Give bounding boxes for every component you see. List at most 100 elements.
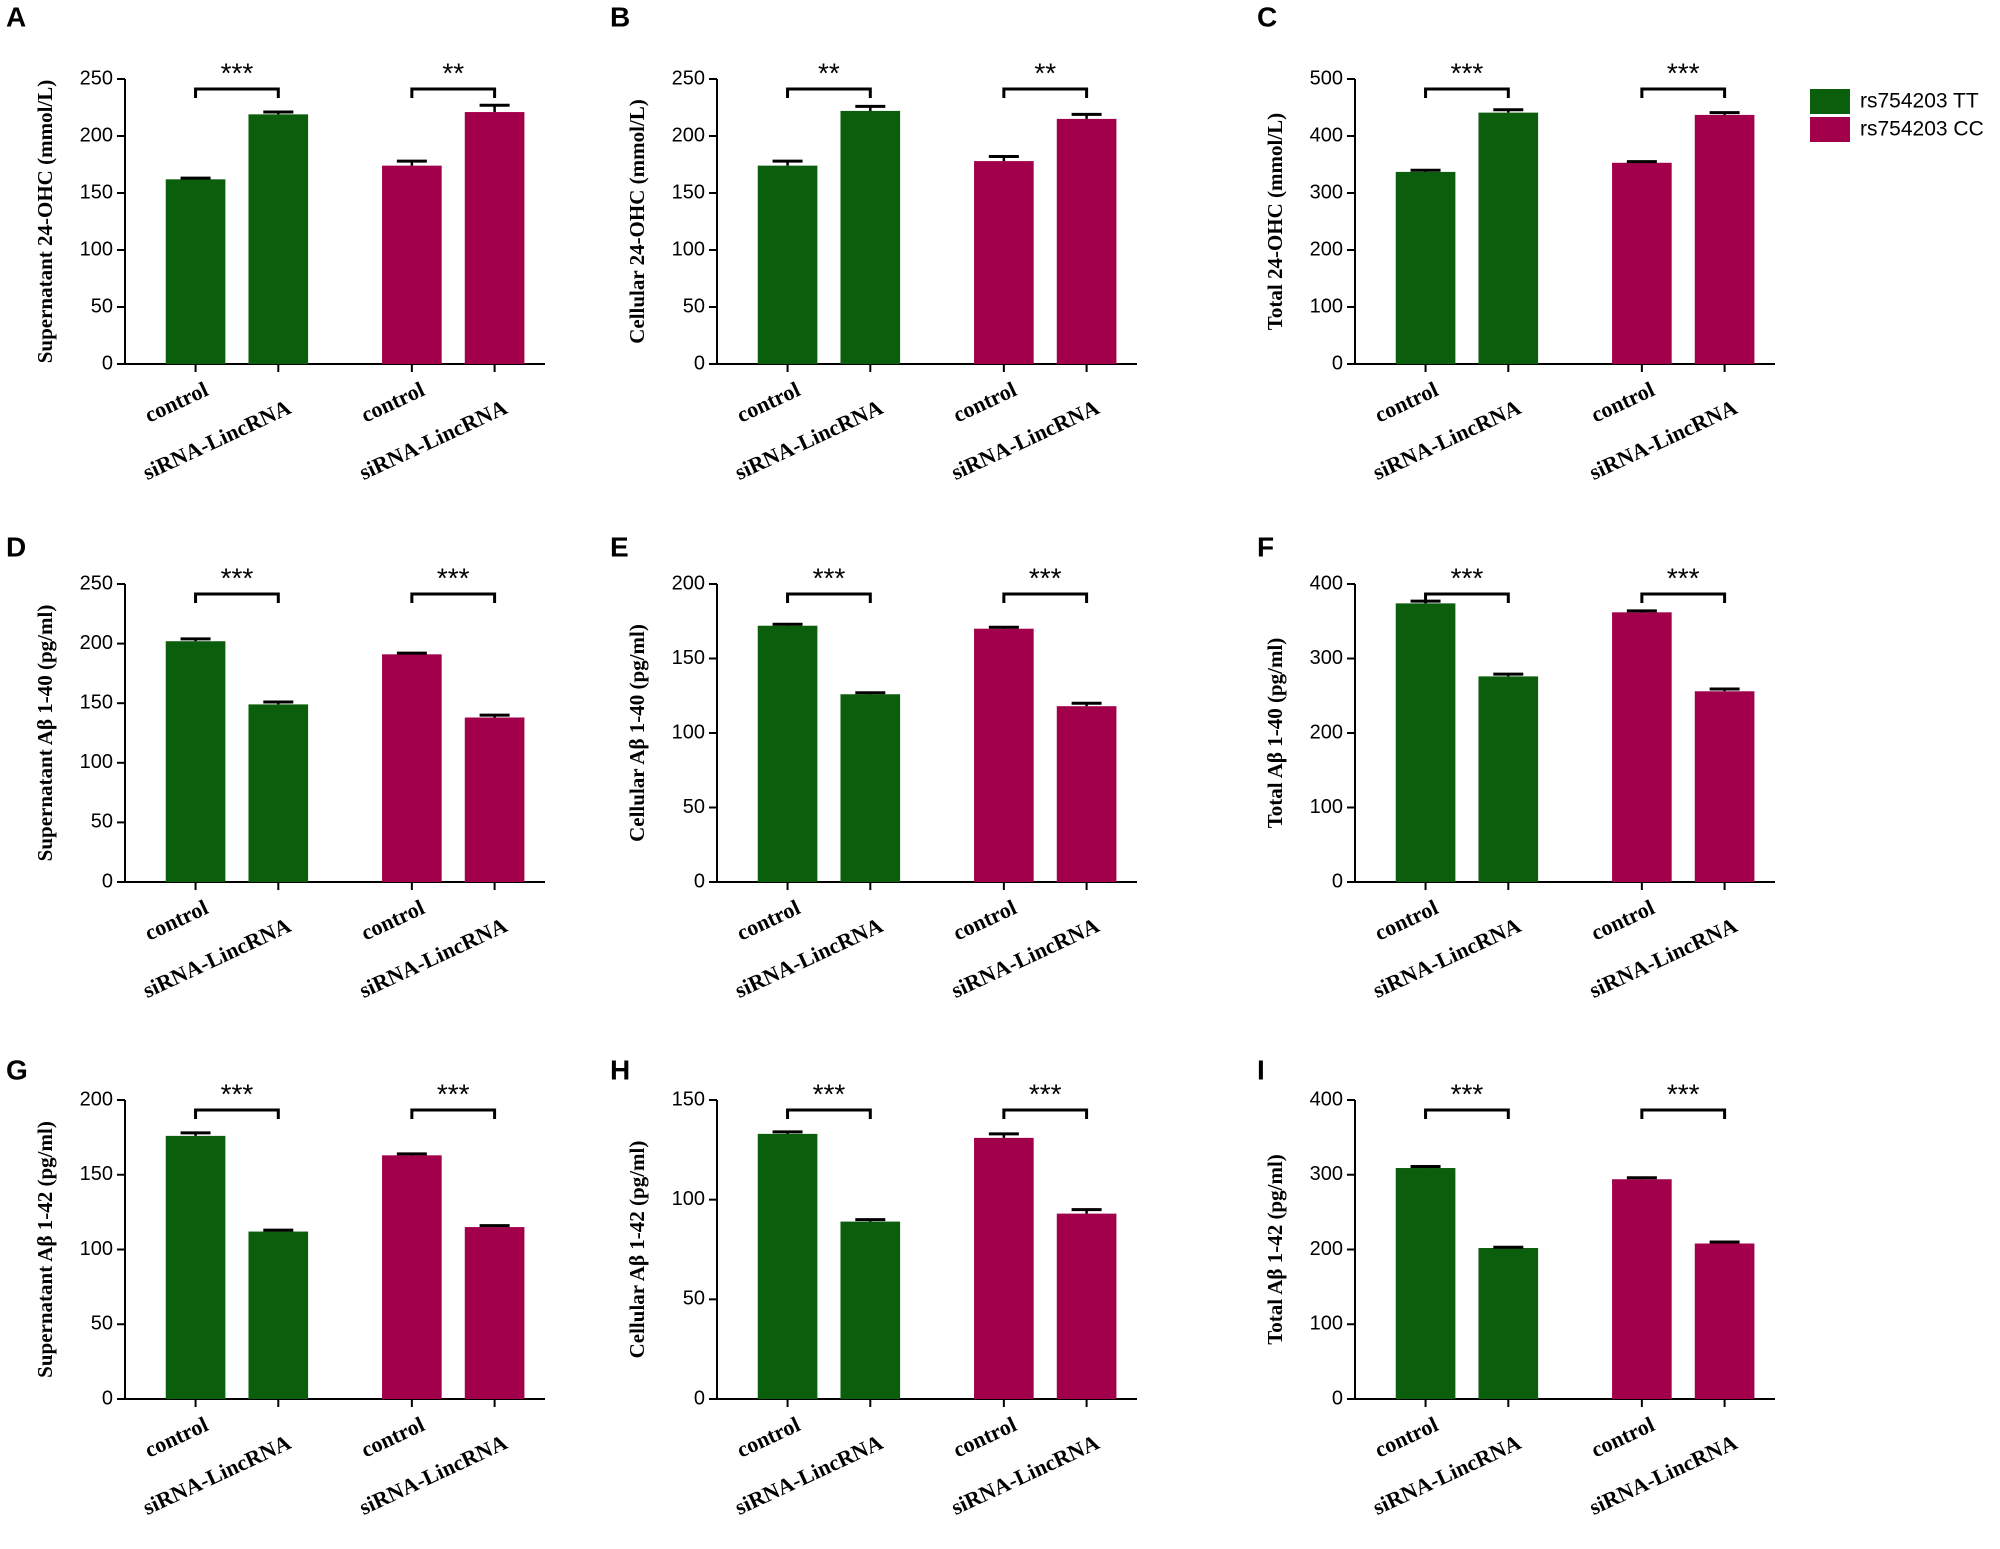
bar [1395, 1168, 1456, 1399]
panel-label: C [1257, 1, 1277, 32]
significance-label: *** [221, 1078, 254, 1109]
significance-label: ** [818, 57, 840, 88]
bar [248, 1231, 309, 1399]
significance-bracket [410, 1108, 497, 1119]
y-tick-label: 0 [102, 352, 113, 374]
bar [1056, 118, 1117, 365]
y-tick-label: 50 [91, 811, 113, 833]
y-tick-label: 0 [102, 870, 113, 892]
x-tick-label: control [733, 376, 804, 427]
y-tick-label: 200 [1310, 238, 1343, 260]
y-tick-label: 0 [1332, 870, 1343, 892]
x-tick-label: control [1587, 1411, 1658, 1462]
y-tick-label: 50 [683, 796, 705, 818]
y-tick-label: 200 [80, 124, 113, 146]
y-tick-label: 250 [672, 67, 705, 89]
x-tick-label: control [1371, 894, 1442, 945]
significance-label: ** [442, 57, 464, 88]
bar [974, 1137, 1034, 1399]
y-tick-label: 100 [1310, 295, 1343, 317]
y-axis-label: Total Aβ 1-42 (pg/ml) [1263, 1154, 1287, 1345]
significance-bracket [1424, 87, 1510, 98]
bar [840, 110, 901, 364]
bar [1056, 1213, 1117, 1399]
significance-label: *** [1451, 562, 1484, 593]
y-axis-label: Supernatant Aβ 1-42 (pg/ml) [33, 1121, 57, 1378]
y-tick-label: 300 [1310, 181, 1343, 203]
panel-label: G [6, 1054, 28, 1085]
significance-bracket [194, 592, 280, 603]
bar [1694, 114, 1755, 364]
bar [165, 179, 226, 364]
y-axis-label: Total 24-OHC (mmol/L) [1263, 113, 1287, 330]
bar [382, 1155, 442, 1399]
y-tick-label: 200 [1310, 1238, 1343, 1260]
y-tick-label: 100 [1310, 1313, 1343, 1335]
x-tick-label: control [1587, 376, 1658, 427]
y-axis-label: Total Aβ 1-40 (pg/ml) [1263, 638, 1287, 829]
significance-label: *** [437, 1078, 470, 1109]
significance-bracket [1640, 1108, 1727, 1119]
y-axis-label: Cellular Aβ 1-40 (pg/ml) [625, 624, 649, 842]
significance-label: *** [1667, 57, 1700, 88]
y-tick-label: 400 [1310, 1088, 1343, 1110]
y-axis-label: Supernatant 24-OHC (mmol/L) [33, 80, 57, 364]
x-tick-label: control [141, 376, 212, 427]
x-tick-label: control [949, 894, 1020, 945]
bar [1694, 691, 1755, 882]
significance-bracket [1002, 592, 1089, 603]
significance-bracket [1002, 87, 1089, 98]
y-axis-label: Supernatant Aβ 1-40 (pg/ml) [33, 605, 57, 862]
y-tick-label: 100 [80, 238, 113, 260]
y-tick-label: 50 [683, 1288, 705, 1310]
x-tick-label: control [733, 894, 804, 945]
bar [165, 1135, 226, 1399]
y-tick-label: 150 [672, 647, 705, 669]
significance-label: *** [1451, 57, 1484, 88]
bar [464, 1227, 525, 1399]
x-tick-label: control [357, 376, 428, 427]
bar [248, 704, 309, 882]
x-tick-label: control [141, 1411, 212, 1462]
bar [382, 654, 442, 882]
x-tick-label: control [949, 376, 1020, 427]
y-axis-label: Cellular 24-OHC (mmol/L) [625, 99, 649, 344]
panel-label: B [610, 1, 630, 32]
y-tick-label: 200 [672, 572, 705, 594]
bar [464, 112, 525, 364]
x-tick-label: control [733, 1411, 804, 1462]
significance-bracket [1640, 87, 1727, 98]
significance-label: *** [1451, 1078, 1484, 1109]
bar [1694, 1243, 1755, 1399]
significance-label: *** [1667, 1078, 1700, 1109]
legend-swatch [1810, 89, 1850, 114]
x-tick-label: control [141, 894, 212, 945]
legend-label: rs754203 TT [1860, 90, 1979, 113]
y-tick-label: 400 [1310, 124, 1343, 146]
bar [382, 165, 442, 364]
y-tick-label: 100 [672, 238, 705, 260]
y-tick-label: 150 [80, 1163, 113, 1185]
y-tick-label: 250 [80, 67, 113, 89]
y-tick-label: 300 [1310, 647, 1343, 669]
bar [464, 717, 525, 882]
legend-label: rs754203 CC [1860, 118, 1984, 141]
panel-label: F [1257, 531, 1274, 562]
significance-label: *** [813, 562, 846, 593]
y-tick-label: 0 [1332, 352, 1343, 374]
y-tick-label: 200 [80, 1088, 113, 1110]
bar [1478, 112, 1539, 364]
panel-label: A [6, 1, 26, 32]
x-tick-label: control [1371, 1411, 1442, 1462]
y-tick-label: 0 [102, 1387, 113, 1409]
bar [1478, 676, 1539, 882]
y-tick-label: 0 [694, 1387, 705, 1409]
y-tick-label: 100 [80, 1238, 113, 1260]
bar [1395, 603, 1456, 882]
y-tick-label: 250 [80, 572, 113, 594]
significance-label: *** [221, 57, 254, 88]
y-tick-label: 150 [80, 691, 113, 713]
significance-bracket [1424, 1108, 1510, 1119]
significance-bracket [1002, 1108, 1089, 1119]
y-tick-label: 150 [80, 181, 113, 203]
